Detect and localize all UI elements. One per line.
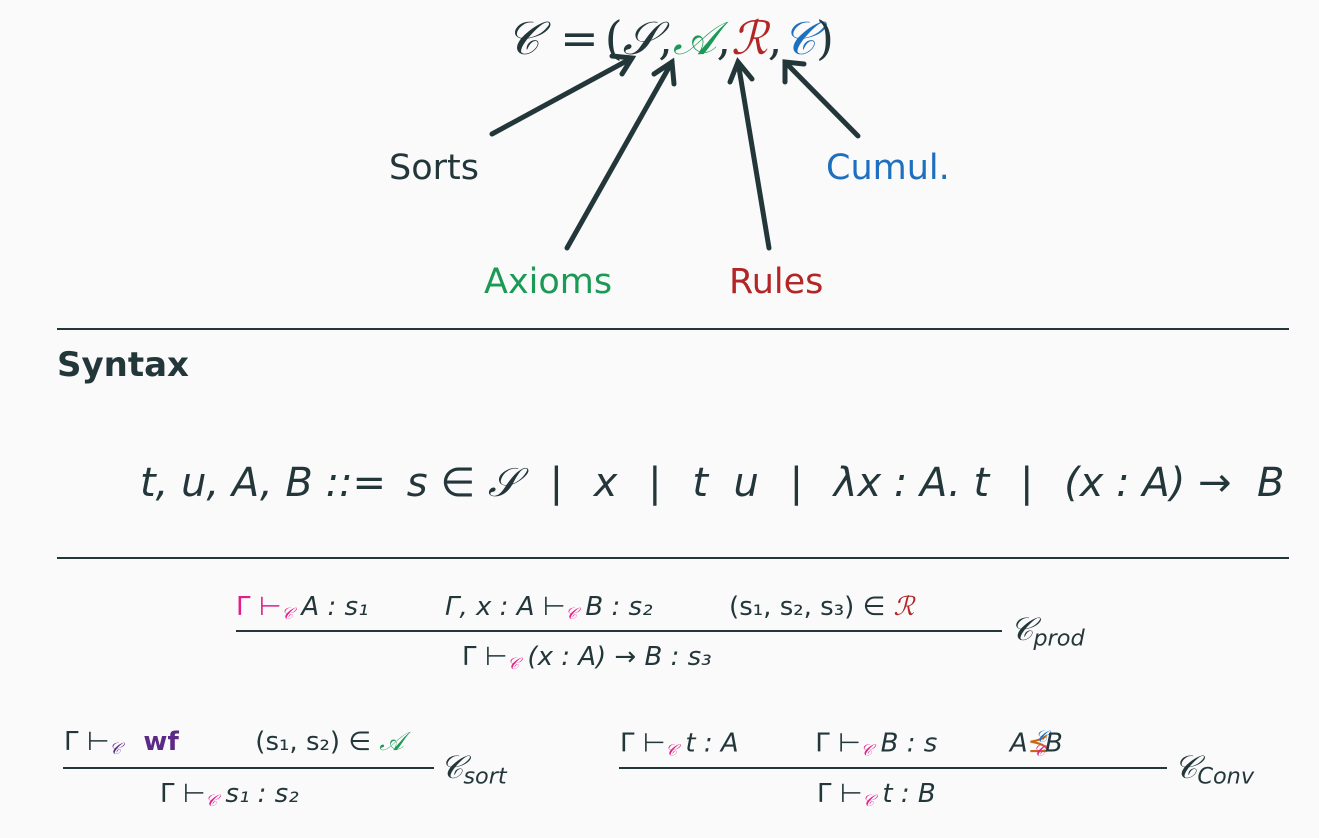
grammar-sep: | xyxy=(1019,460,1034,506)
divider-top xyxy=(57,328,1289,330)
grammar-sep: | xyxy=(789,460,804,506)
formula-comma: , xyxy=(767,11,783,65)
turnstile-sub: 𝒞 xyxy=(862,791,875,811)
formula-arrows xyxy=(489,53,861,251)
rule-sort-name: 𝒞sort xyxy=(440,748,507,790)
conclusion-text: s₁ : s₂ xyxy=(225,779,299,809)
sorts-arrow xyxy=(489,55,635,137)
cumul-relation: ⪯ xyxy=(1027,728,1050,759)
formula-close: ) xyxy=(815,11,834,65)
rule-conv-premises: Γ ⊢𝒞 t : A Γ ⊢𝒞 B : s A⪯𝒞𝒞B xyxy=(620,727,1063,761)
formula-axioms-set: 𝒜 xyxy=(672,11,717,65)
rule-prod-name: 𝒞prod xyxy=(1010,610,1085,652)
formula-open: ( xyxy=(604,11,623,65)
cumul-sup: 𝒞 xyxy=(1035,727,1048,746)
divider-bottom xyxy=(57,557,1289,559)
grammar-alt-pi: (x : A) → B xyxy=(1064,460,1285,506)
premise-subtype-lhs: A xyxy=(1009,728,1028,759)
rule-conv-conclusion: Γ ⊢𝒞 t : B xyxy=(817,779,936,811)
cumul-arrow xyxy=(782,59,861,139)
axioms-set: 𝒜 xyxy=(379,727,404,757)
premise-context: Γ, x : A ⊢ xyxy=(445,592,566,622)
conclusion-text: t : B xyxy=(882,779,936,809)
premise-turnstile: Γ ⊢ xyxy=(64,727,110,757)
grammar-alt-lam: λx : A. t xyxy=(833,460,990,506)
premise-turnstile: Γ ⊢ xyxy=(620,728,666,759)
premise-text: t : A xyxy=(685,728,739,759)
turnstile-sub: 𝒞 xyxy=(507,654,520,674)
rule-conv-bar xyxy=(619,767,1167,769)
rule-name-sub: prod xyxy=(1033,625,1085,652)
formula-lhs: 𝒞 xyxy=(506,11,540,65)
grammar-sep: | xyxy=(648,460,662,506)
rule-name-sub: sort xyxy=(463,763,507,790)
rule-name-base: 𝒞 xyxy=(1010,610,1034,648)
rule-sort-bar xyxy=(63,767,434,769)
axioms-arrow-head xyxy=(651,57,677,87)
premise-subtype-rhs: B xyxy=(1044,728,1063,759)
label-cumul: Cumul. xyxy=(826,148,950,188)
premise-turnstile: Γ ⊢ xyxy=(815,728,861,759)
rule-prod-bar xyxy=(236,630,1002,632)
axioms-arrow xyxy=(564,59,675,251)
rules-arrow xyxy=(735,59,772,251)
cumul-arrow-head xyxy=(782,59,807,85)
premise-text: B : s₂ xyxy=(585,592,653,622)
conclusion-turnstile: Γ ⊢ xyxy=(462,642,508,672)
grammar: t, u, A, B ::= s ∈ 𝒮 | x | t u | λx : A.… xyxy=(140,460,1284,506)
formula-rules-set: ℛ xyxy=(731,11,768,65)
conclusion-turnstile: Γ ⊢ xyxy=(160,779,206,809)
turnstile-sub: 𝒞 xyxy=(109,739,122,759)
rule-conv-name: 𝒞Conv xyxy=(1174,748,1254,790)
premise-text: B : s xyxy=(880,728,938,759)
formula-comma: , xyxy=(716,11,732,65)
formula-eq: = xyxy=(560,11,599,65)
label-axioms: Axioms xyxy=(484,262,613,302)
label-sorts: Sorts xyxy=(389,148,479,188)
premise-membership: (s₁, s₂, s₃) ∈ xyxy=(729,592,886,622)
premise-membership: (s₁, s₂) ∈ xyxy=(255,727,371,757)
turnstile-sub: 𝒞 xyxy=(205,791,218,811)
section-title: Syntax xyxy=(57,345,189,385)
turnstile-sub: 𝒞 xyxy=(1033,740,1045,760)
conclusion-text: (x : A) → B : s₃ xyxy=(527,642,712,672)
rule-prod-premises: Γ ⊢𝒞 A : s₁ Γ, x : A ⊢𝒞 B : s₂ (s₁, s₂, … xyxy=(236,592,914,624)
premise-text: A : s₁ xyxy=(301,592,369,622)
grammar-alt-app: t u xyxy=(692,460,759,506)
formula-cumul-set: 𝒞 xyxy=(782,11,816,65)
turnstile-sub: 𝒞 xyxy=(281,604,294,624)
rules-set: ℛ xyxy=(893,592,915,622)
turnstile-sub: 𝒞 xyxy=(860,740,873,760)
turnstile-sub: 𝒞 xyxy=(665,740,678,760)
formula-comma: , xyxy=(658,11,673,65)
conclusion-turnstile: Γ ⊢ xyxy=(817,779,863,809)
rule-prod-conclusion: Γ ⊢𝒞 (x : A) → B : s₃ xyxy=(462,642,712,674)
rule-name-base: 𝒞 xyxy=(1174,748,1198,786)
grammar-alt-var: x xyxy=(593,460,618,506)
grammar-sep: | xyxy=(549,460,564,506)
sorts-arrow-head xyxy=(609,53,637,77)
rule-sort-premises: Γ ⊢𝒞 wf (s₁, s₂) ∈ 𝒜 xyxy=(64,727,404,759)
grammar-lhs: t, u, A, B ::= xyxy=(140,460,387,506)
pts-formula: 𝒞 = (𝒮,𝒜,ℛ,𝒞) xyxy=(506,8,834,68)
turnstile-sub: 𝒞 xyxy=(565,604,578,624)
grammar-alt-sort: s ∈ 𝒮 xyxy=(406,460,519,506)
rule-name-base: 𝒞 xyxy=(440,748,464,786)
rules-arrow-head xyxy=(727,57,755,85)
rule-sort-conclusion: Γ ⊢𝒞 s₁ : s₂ xyxy=(160,779,299,811)
premise-turnstile: Γ ⊢ xyxy=(236,592,282,622)
label-rules: Rules xyxy=(729,262,824,302)
wf-keyword: wf xyxy=(143,727,179,757)
rule-name-sub: Conv xyxy=(1197,763,1255,790)
